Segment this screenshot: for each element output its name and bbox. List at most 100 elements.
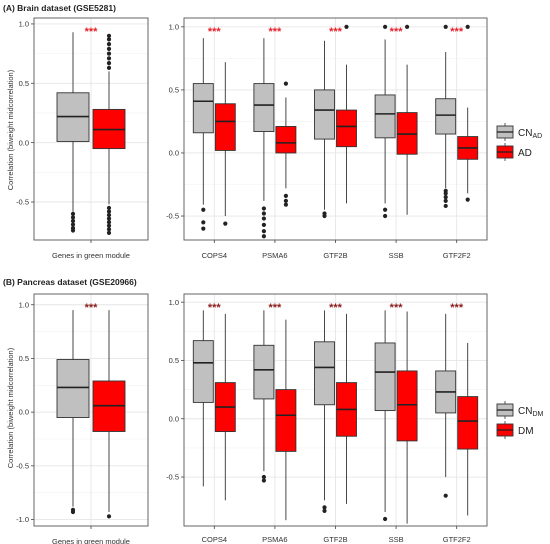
pA-gtf2b-category-label: GTF2B xyxy=(323,251,347,260)
pA-psma6-disease-outlier-point xyxy=(283,193,288,198)
pB-left-significance: *** xyxy=(85,302,99,314)
pA-left-ytick-label: 0.0 xyxy=(19,138,29,147)
pB-left-control-box xyxy=(56,359,90,418)
pA-ssb-control-outlier-point xyxy=(383,24,388,29)
pB-cops4-significance: *** xyxy=(208,302,222,314)
pB-gtf2b-significance: *** xyxy=(329,302,343,314)
pA-gtf2f2-control-outlier-point xyxy=(443,24,448,29)
pA-right-ytick-label: 0.0 xyxy=(169,149,179,158)
pA-left-ytick-label: 1.0 xyxy=(19,20,29,29)
pA-gtf2b-disease-box xyxy=(336,109,357,148)
pA-psma6-control-outlier-point xyxy=(261,206,266,211)
pA-psma6-control-outlier-point xyxy=(261,229,266,234)
pB-gtf2f2-significance: *** xyxy=(450,302,464,314)
pB-psma6-significance: *** xyxy=(268,302,282,314)
pB-right-ytick-label: -0.5 xyxy=(166,473,179,482)
pB-legend-label-main: DM xyxy=(518,426,534,437)
pB-legend-label-sub: DM xyxy=(532,411,543,418)
pA-left-disease-outlier-point xyxy=(106,216,112,221)
pA-psma6-significance: *** xyxy=(268,26,282,38)
pA-left-disease-outlier-point xyxy=(106,65,112,70)
pA-left-disease-outlier-point xyxy=(106,209,112,214)
pB-legend-label-main: CN xyxy=(518,406,532,417)
pB-left-ytick-label: 0.5 xyxy=(19,354,29,363)
pB-psma6-disease-box xyxy=(275,389,297,452)
pA-psma6-control-outlier-point xyxy=(261,234,266,239)
pB-left-category-label: Genes in green module xyxy=(52,537,130,544)
pA-left-disease-outlier-point xyxy=(106,220,112,225)
pA-legend-label: AD xyxy=(518,148,532,159)
pA-ssb-significance: *** xyxy=(390,26,404,38)
pA-left-ytick-label: 0.5 xyxy=(19,79,29,88)
pB-psma6-control-box xyxy=(253,344,275,400)
pB-left-ytick-label: -1.0 xyxy=(16,515,29,524)
pA-legend-label-main: CN xyxy=(518,128,532,139)
pB-gtf2b-category-label: GTF2B xyxy=(323,535,347,544)
pA-left-disease-outlier-point xyxy=(106,230,112,235)
pA-gtf2f2-control-outlier-point xyxy=(443,198,448,203)
pB-left-ytick-label: 1.0 xyxy=(19,300,29,309)
pA-ssb-control-outlier-point xyxy=(383,213,388,219)
pA-left-significance: *** xyxy=(85,26,99,38)
pA-cops4-disease-box xyxy=(214,103,236,151)
pA-ssb-category-label: SSB xyxy=(389,251,404,260)
pB-ssb-control-box xyxy=(374,342,396,412)
pA-gtf2f2-control-box xyxy=(435,98,457,135)
pA-legend-label-main: AD xyxy=(518,148,532,159)
pA-left-control-outlier-point xyxy=(70,228,76,233)
pB-psma6-control-outlier-point xyxy=(261,478,266,483)
pB-psma6-category-label: PSMA6 xyxy=(262,535,287,544)
pA-gtf2b-significance: *** xyxy=(329,26,343,38)
pB-ssb-control-outlier-point xyxy=(383,516,388,522)
panel-a-ylabel: Correlation (biweight midcorrelation) xyxy=(6,69,15,190)
pA-legend-label-sub: AD xyxy=(532,133,542,140)
pA-legend-label: CNAD xyxy=(518,128,542,140)
pB-gtf2b-control-outlier-point xyxy=(322,508,327,513)
pA-gtf2f2-control-outlier-point xyxy=(443,191,448,196)
pA-right-ytick-label: 0.5 xyxy=(169,85,179,94)
pA-cops4-control-box xyxy=(192,83,214,134)
pA-gtf2f2-category-label: GTF2F2 xyxy=(443,251,471,260)
pA-left-control-outlier-point xyxy=(70,222,76,227)
pA-gtf2f2-control-outlier-point xyxy=(443,203,448,209)
pA-cops4-disease-outlier-point xyxy=(223,221,228,226)
pA-left-disease-outlier-point xyxy=(106,205,112,211)
pA-left-disease-outlier-point xyxy=(106,51,112,56)
pA-gtf2f2-control-outlier-point xyxy=(443,195,448,200)
pA-right-ytick-label: -0.5 xyxy=(166,212,179,221)
pA-left-control-outlier-point xyxy=(70,215,76,220)
pB-gtf2f2-category-label: GTF2F2 xyxy=(443,535,471,544)
panel-b-right-plot: 1.0 0.5 0.0 -0.5 COPS4 *** PSMA6 *** GTF2B *** SSB… xyxy=(166,293,488,544)
pA-gtf2f2-disease-outlier-point xyxy=(465,197,470,202)
panel-a-left-plot: 1.0 0.5 0.0 -0.5 Genes in green module *** xyxy=(16,17,149,260)
pA-cops4-control-outlier-point xyxy=(201,220,206,225)
pA-left-disease-outlier-point xyxy=(106,33,112,38)
pA-left-disease-outlier-point xyxy=(106,42,112,47)
pA-psma6-category-label: PSMA6 xyxy=(262,251,287,260)
pA-psma6-disease-outlier-point xyxy=(283,81,288,86)
pA-gtf2b-control-outlier-point xyxy=(322,213,327,219)
pB-gtf2b-control-outlier-point xyxy=(322,505,327,510)
panel-a-title: (A) Brain dataset (GSE5281) xyxy=(3,3,116,13)
panel-b-left-plot: 1.0 0.5 0.0 -0.5 -1.0 Genes in green module **… xyxy=(16,293,149,544)
pB-left-ytick-label: -0.5 xyxy=(16,461,29,470)
pB-gtf2f2-control-outlier-point xyxy=(443,493,448,498)
pB-legend-label: DM xyxy=(518,426,534,437)
pB-ssb-disease-box xyxy=(396,370,418,442)
pA-left-control-outlier-point xyxy=(70,218,76,224)
pB-ssb-category-label: SSB xyxy=(389,535,404,544)
pA-psma6-disease-outlier-point xyxy=(283,202,288,207)
pB-cops4-category-label: COPS4 xyxy=(202,535,227,544)
pB-right-ytick-label: 0.5 xyxy=(169,356,179,365)
pB-left-ytick-label: 0.0 xyxy=(19,408,29,417)
pA-gtf2b-control-box xyxy=(314,89,335,140)
panel-b-title: (B) Pancreas dataset (GSE20966) xyxy=(3,277,137,287)
pB-gtf2f2-disease-box xyxy=(457,396,479,450)
pB-right-ytick-label: 0.0 xyxy=(169,414,179,423)
pB-gtf2b-control-box xyxy=(314,341,335,406)
pA-right-ytick-label: 1.0 xyxy=(169,22,179,31)
panel-b-ylabel: Correlation (biweight midcorrelation) xyxy=(6,347,15,468)
pA-left-ytick-label: -0.5 xyxy=(16,198,29,207)
